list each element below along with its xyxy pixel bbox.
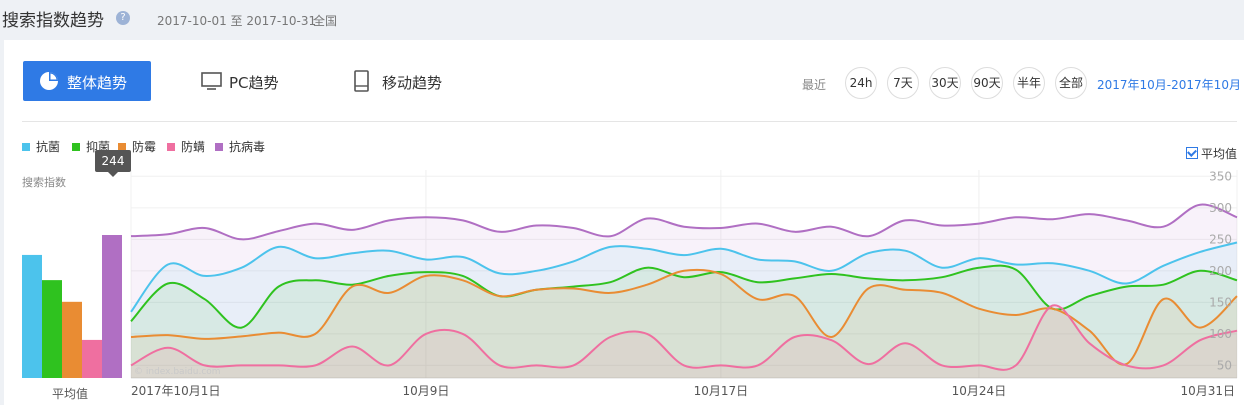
average-tooltip: 244 — [95, 150, 131, 177]
range-all-button[interactable]: 全部 — [1055, 67, 1087, 99]
tab-mobile-label: 移动趋势 — [382, 74, 443, 92]
y-tick-label: 50 — [1217, 358, 1232, 372]
divider — [22, 121, 1237, 122]
y-tick-label: 150 — [1209, 295, 1232, 309]
range-7d-button[interactable]: 7天 — [887, 67, 919, 99]
average-checkbox[interactable] — [1186, 147, 1198, 159]
pie-chart-icon — [40, 72, 58, 90]
page-title: 搜索指数趋势 — [2, 11, 104, 31]
series-line-0 — [130, 241, 1238, 313]
range-half-year-button[interactable]: 半年 — [1013, 67, 1045, 99]
x-tick-label: 10月9日 — [402, 384, 449, 398]
x-tick-label: 10月17日 — [694, 384, 749, 398]
help-icon[interactable]: ? — [116, 11, 130, 25]
mobile-icon — [354, 70, 369, 92]
average-bar-2 — [62, 301, 82, 378]
series-line-4 — [130, 203, 1238, 241]
y-axis-ticks: 50 100 150 200 250 300 350 — [1209, 169, 1232, 372]
x-tick-label: 10月24日 — [952, 384, 1007, 398]
y-tick-label: 100 — [1209, 327, 1232, 341]
x-tick-label: 10月31日 — [1180, 384, 1235, 398]
average-toggle[interactable]: 平均值 — [1186, 145, 1237, 162]
series-line-2 — [130, 268, 1238, 366]
legend-label-2: 防霉 — [132, 140, 157, 154]
legend-item-4[interactable]: 抗病毒 — [215, 138, 265, 155]
range-24h-button[interactable]: 24h — [845, 67, 877, 99]
range-30d-button[interactable]: 30天 — [929, 67, 961, 99]
average-bar-3 — [82, 339, 102, 378]
y-tick-label: 300 — [1209, 201, 1232, 215]
date-range-text: 2017-10-01 至 2017-10-31 — [157, 14, 317, 28]
series-line-3 — [130, 304, 1238, 371]
watermark: © index.baidu.com — [134, 367, 221, 377]
series-area-3 — [131, 305, 1237, 378]
y-tick-label: 200 — [1209, 264, 1232, 278]
tab-overall-trend[interactable]: 整体趋势 — [23, 61, 151, 101]
chart-areas — [131, 204, 1237, 378]
custom-range-link[interactable]: 2017年10月-2017年10月 — [1097, 78, 1241, 92]
recent-label: 最近 — [802, 78, 827, 92]
average-bars — [22, 235, 122, 378]
monitor-icon — [201, 72, 222, 90]
series-area-0 — [131, 242, 1237, 378]
range-90d-button[interactable]: 90天 — [971, 67, 1003, 99]
average-bar-0 — [22, 254, 42, 378]
legend-swatch-3 — [167, 143, 175, 151]
average-bar-4 — [102, 235, 122, 378]
legend-label-4: 抗病毒 — [229, 140, 266, 154]
legend-swatch-2 — [118, 143, 126, 151]
legend-item-2[interactable]: 防霉 — [118, 138, 156, 155]
legend-item-0[interactable]: 抗菌 — [22, 138, 60, 155]
page-header: 搜索指数趋势 ? 2017-10-01 至 2017-10-31 全国 — [0, 0, 1244, 40]
chart-lines — [130, 203, 1238, 371]
legend-label-3: 防螨 — [181, 140, 206, 154]
legend-item-3[interactable]: 防螨 — [167, 138, 205, 155]
tab-pc-label: PC趋势 — [229, 74, 279, 92]
tab-overall-label: 整体趋势 — [67, 74, 128, 92]
average-bar-1 — [42, 280, 62, 378]
series-area-4 — [131, 204, 1237, 378]
y-tick-label: 250 — [1209, 232, 1232, 246]
x-axis-ticks: 2017年10月1日 10月9日 10月17日 10月24日 10月31日 — [131, 384, 1235, 398]
region-text: 全国 — [313, 14, 338, 28]
y-tick-label: 350 — [1209, 169, 1232, 183]
search-index-label: 搜索指数 — [22, 176, 66, 189]
legend-swatch-0 — [22, 143, 30, 151]
legend-swatch-4 — [215, 143, 223, 151]
legend-swatch-1 — [72, 143, 80, 151]
average-bars-label: 平均值 — [52, 387, 89, 401]
trend-panel — [4, 40, 1244, 405]
average-toggle-label: 平均值 — [1201, 147, 1238, 161]
x-tick-label: 2017年10月1日 — [131, 384, 220, 398]
legend-label-0: 抗菌 — [36, 140, 61, 154]
